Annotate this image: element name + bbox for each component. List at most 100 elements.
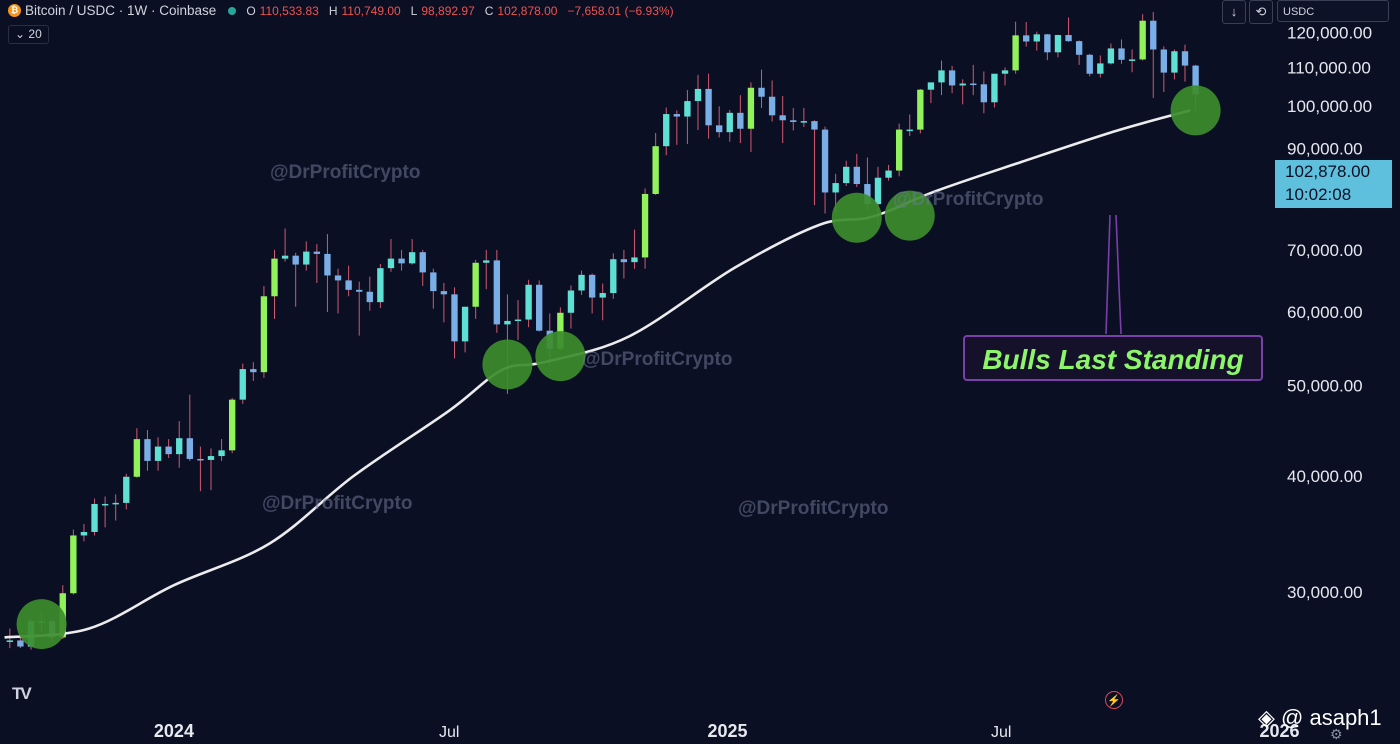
price-tick-label: 120,000.00: [1287, 23, 1372, 42]
candle-body: [144, 439, 151, 461]
last-price-label: 102,878.00 10:02:08: [1275, 160, 1392, 208]
indicator-toggle[interactable]: ⌄ 20: [8, 25, 49, 44]
candle-body: [536, 284, 543, 331]
price-tick-label: 50,000.00: [1287, 377, 1363, 396]
candle-body: [864, 184, 871, 205]
candle-body: [853, 166, 860, 185]
candle-body: [758, 87, 765, 97]
candle-body: [504, 320, 511, 325]
candle-body: [917, 89, 924, 130]
candle-body: [387, 258, 395, 269]
candle-body: [91, 503, 98, 532]
candle-body: [652, 146, 659, 194]
candle-body: [948, 70, 956, 86]
candle-body: [186, 438, 193, 459]
candle-body: [1192, 65, 1199, 95]
price-tick-label: 30,000.00: [1287, 583, 1363, 602]
touch-highlight-circle: [1170, 85, 1221, 136]
candle-body: [112, 502, 119, 505]
candle-body: [578, 274, 585, 291]
price-tick-label: 70,000.00: [1287, 241, 1363, 260]
candle-body: [451, 294, 458, 342]
bolt-icon[interactable]: ⚡: [1105, 691, 1123, 709]
candle-body: [684, 101, 691, 117]
symbol-header: ₿ Bitcoin / USDC · 1W · Coinbase O 110,5…: [8, 3, 680, 18]
candle-body: [271, 258, 278, 297]
symbol-title[interactable]: Bitcoin / USDC · 1W · Coinbase: [25, 3, 217, 18]
currency-select[interactable]: USDC: [1277, 0, 1389, 22]
download-button[interactable]: ↓: [1222, 0, 1246, 24]
candle-body: [525, 284, 532, 320]
candle-body: [715, 125, 723, 133]
market-status-icon: [228, 6, 237, 15]
candle-body: [356, 289, 363, 292]
candle-body: [821, 129, 829, 193]
candle-body: [1044, 34, 1051, 53]
candle-body: [154, 446, 162, 461]
candle-body: [811, 121, 818, 130]
candle-body: [176, 438, 183, 455]
candle-body: [980, 84, 988, 103]
candle-body: [17, 640, 24, 647]
touch-highlight-circle: [482, 339, 533, 390]
author-credit: ◈ @ asaph1: [1258, 705, 1382, 730]
candle-body: [885, 170, 892, 178]
bitcoin-icon: ₿: [8, 4, 21, 17]
annotation-label: Bulls Last Standing: [963, 335, 1263, 381]
watermark: @DrProfitCrypto: [893, 189, 1044, 210]
candle-body: [324, 253, 331, 276]
candle-body: [250, 369, 257, 373]
candle-body: [1001, 70, 1009, 74]
candle-body: [843, 166, 850, 184]
time-tick-label: 2024: [154, 721, 194, 741]
candle-body: [1023, 35, 1030, 42]
time-tick-label: Jul: [991, 724, 1011, 741]
candle-body: [419, 252, 426, 273]
candle-body: [906, 129, 913, 132]
close-label: C: [484, 3, 494, 18]
candle-body: [1139, 20, 1146, 60]
high-value: 110,749.00: [341, 3, 401, 18]
candle-body: [1118, 48, 1125, 60]
candle-body: [334, 275, 342, 281]
watermark: @DrProfitCrypto: [582, 349, 733, 370]
touch-highlight-circle: [831, 192, 882, 243]
watermark: @DrProfitCrypto: [262, 493, 413, 514]
candle-body: [1075, 41, 1083, 55]
candle-body: [1160, 49, 1168, 73]
candle-body: [70, 535, 77, 594]
annotation-pointer-line-2: [1115, 214, 1122, 335]
candle-body: [123, 476, 130, 503]
touch-highlight-circle: [16, 599, 67, 650]
candle-body: [747, 87, 755, 129]
candle-body: [6, 640, 14, 642]
reset-scale-button[interactable]: ⟲: [1249, 0, 1273, 24]
candle-body: [1033, 34, 1040, 42]
candle-body: [1128, 59, 1136, 61]
candle-body: [472, 262, 479, 307]
time-tick-label: Jul: [439, 724, 459, 741]
close-value: 102,878.00: [497, 3, 558, 18]
candle-body: [366, 291, 373, 303]
candle-body: [1086, 54, 1093, 74]
candle-body: [228, 399, 236, 451]
touch-highlight-circle: [535, 331, 586, 382]
candle-body: [588, 274, 596, 298]
candle-body: [1107, 48, 1115, 64]
low-label: L: [410, 3, 418, 18]
candle-body: [377, 268, 384, 303]
candle-body: [1181, 51, 1189, 66]
candle-body: [1171, 51, 1178, 73]
price-tick-label: 60,000.00: [1287, 303, 1363, 322]
tradingview-logo[interactable]: TV: [12, 684, 32, 703]
gear-icon[interactable]: ⚙: [1330, 726, 1343, 742]
candle-body: [345, 280, 352, 290]
candle-body: [694, 88, 702, 102]
candle-body: [895, 129, 903, 171]
open-label: O: [246, 3, 256, 18]
candle-body: [303, 251, 310, 265]
candle-body: [779, 115, 786, 121]
candle-body: [440, 291, 448, 295]
annotation-pointer-line: [1105, 214, 1111, 335]
time-axis[interactable]: 2024 Jul 2025 Jul 2026: [154, 721, 1300, 741]
